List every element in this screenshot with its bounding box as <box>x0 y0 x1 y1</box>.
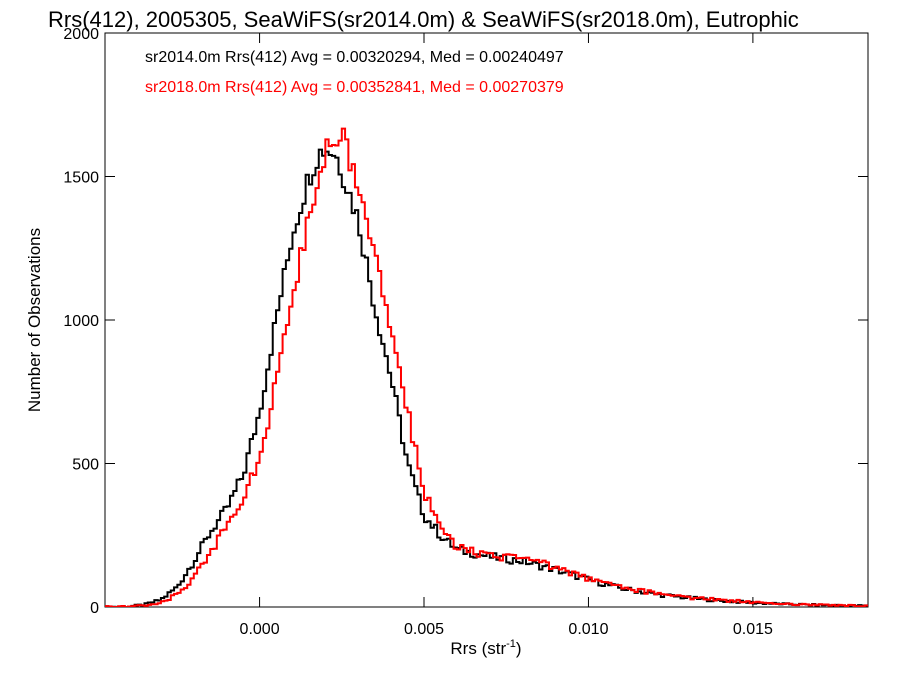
plot-series <box>105 127 868 607</box>
chart-title: Rrs(412), 2005305, SeaWiFS(sr2014.0m) & … <box>48 7 799 32</box>
y-axis-label: Number of Observations <box>25 228 44 412</box>
x-axis-label-main: Rrs (str <box>450 639 506 658</box>
x-axis-label: Rrs (str-1) <box>450 638 521 658</box>
legend-entry-sr2014: sr2014.0m Rrs(412) Avg = 0.00320294, Med… <box>145 49 564 66</box>
y-tick-label: 1000 <box>63 313 99 330</box>
x-tick-label: 0.005 <box>404 621 444 638</box>
x-tick-label: 0.015 <box>733 621 773 638</box>
y-axis: 0 500 1000 1500 2000 <box>63 26 868 617</box>
x-axis-label-sup: -1 <box>506 638 516 650</box>
y-tick-label: 1500 <box>63 170 99 187</box>
y-tick-label: 500 <box>72 457 99 474</box>
x-axis-label-end: ) <box>516 639 522 658</box>
y-tick-label: 2000 <box>63 26 99 43</box>
x-axis: 0.000 0.005 0.010 0.015 <box>240 33 773 638</box>
legend-entry-sr2018: sr2018.0m Rrs(412) Avg = 0.00352841, Med… <box>145 79 564 96</box>
series-line-sr2018 <box>105 127 868 607</box>
series-line-sr2014 <box>105 148 868 607</box>
x-tick-label: 0.000 <box>240 621 280 638</box>
x-tick-label: 0.010 <box>568 621 608 638</box>
y-tick-label: 0 <box>90 600 99 617</box>
